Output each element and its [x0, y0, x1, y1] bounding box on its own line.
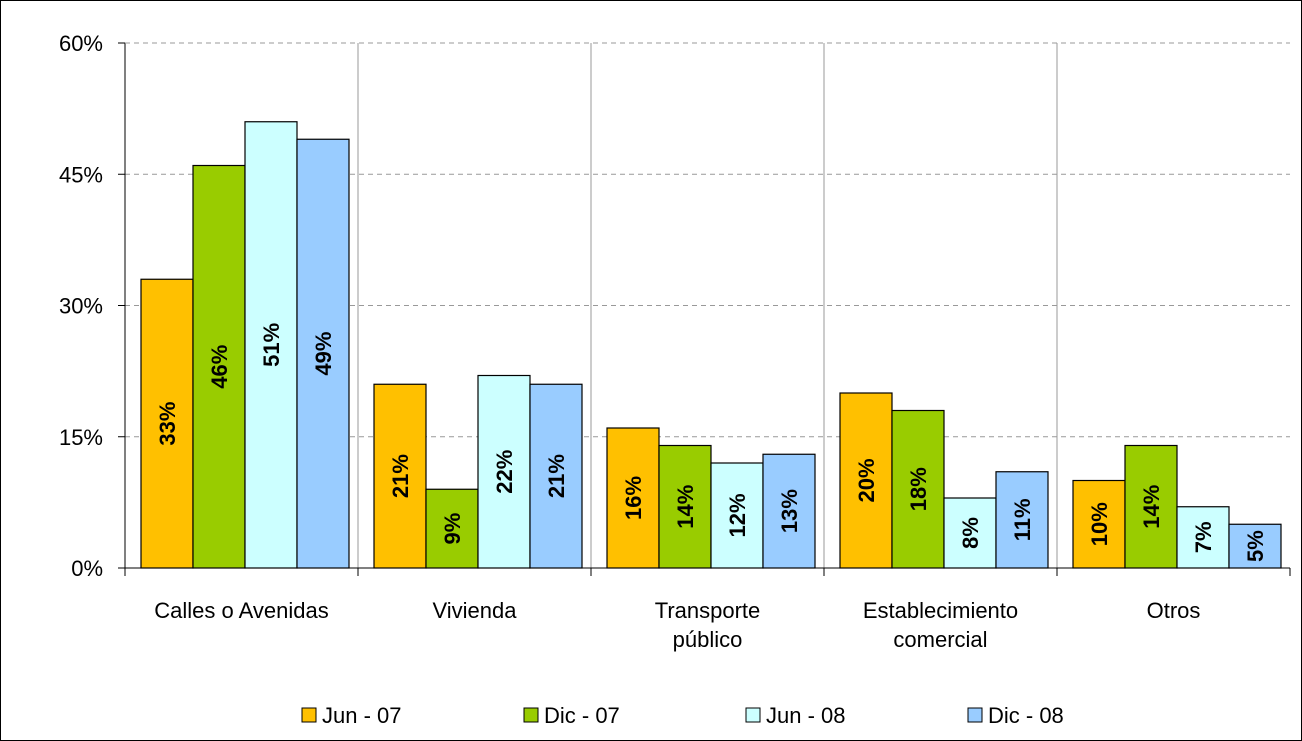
data-label: 5% — [1243, 530, 1268, 562]
data-label: 9% — [440, 513, 465, 545]
legend-swatch — [523, 707, 539, 723]
legend-swatch — [301, 707, 317, 723]
bar — [943, 497, 997, 569]
bar — [1176, 506, 1230, 569]
bar — [373, 383, 427, 569]
data-label: 21% — [388, 454, 413, 498]
x-tick-label: Calles o Avenidas — [154, 598, 329, 623]
bar — [891, 409, 945, 569]
legend-swatch — [745, 707, 761, 723]
data-label: 20% — [854, 458, 879, 502]
x-tick-label: Otros — [1146, 598, 1201, 623]
bar — [296, 138, 350, 569]
bar — [1228, 523, 1282, 569]
data-label: 8% — [958, 517, 983, 549]
legend-label: Jun - 08 — [766, 703, 846, 728]
data-label: 51% — [259, 323, 284, 367]
bar — [762, 453, 816, 569]
data-label: 14% — [1139, 485, 1164, 529]
data-label: 21% — [544, 454, 569, 498]
data-label: 7% — [1191, 521, 1216, 553]
legend-label: Jun - 07 — [322, 703, 402, 728]
data-label: 33% — [155, 402, 180, 446]
bar — [477, 374, 531, 569]
x-tick-label: Vivienda — [432, 598, 517, 623]
x-tick-label: Establecimiento comercial — [862, 598, 1019, 652]
data-label: 46% — [207, 345, 232, 389]
data-label: 13% — [777, 489, 802, 533]
x-tick-label: Transporte público — [654, 598, 761, 652]
bar — [658, 444, 712, 569]
bar — [140, 278, 194, 569]
bar — [995, 471, 1049, 569]
data-label: 16% — [621, 476, 646, 520]
legend-label: Dic - 08 — [988, 703, 1064, 728]
data-label: 12% — [725, 493, 750, 537]
y-tick-label: 15% — [59, 425, 103, 450]
legend-label: Dic - 07 — [544, 703, 620, 728]
data-label: 18% — [906, 467, 931, 511]
y-tick-label: 30% — [59, 294, 103, 319]
bar — [1124, 444, 1178, 569]
bar — [425, 488, 479, 569]
data-label: 22% — [492, 450, 517, 494]
bar — [192, 164, 246, 569]
bar — [529, 383, 583, 569]
data-label: 11% — [1010, 498, 1035, 541]
y-tick-label: 0% — [71, 556, 103, 581]
bar — [1072, 479, 1126, 569]
data-label: 10% — [1087, 502, 1112, 546]
bar — [710, 462, 764, 569]
y-tick-label: 60% — [59, 31, 103, 56]
data-label: 14% — [673, 485, 698, 529]
legend-swatch — [967, 707, 983, 723]
y-tick-label: 45% — [59, 162, 103, 187]
data-label: 49% — [311, 332, 336, 376]
